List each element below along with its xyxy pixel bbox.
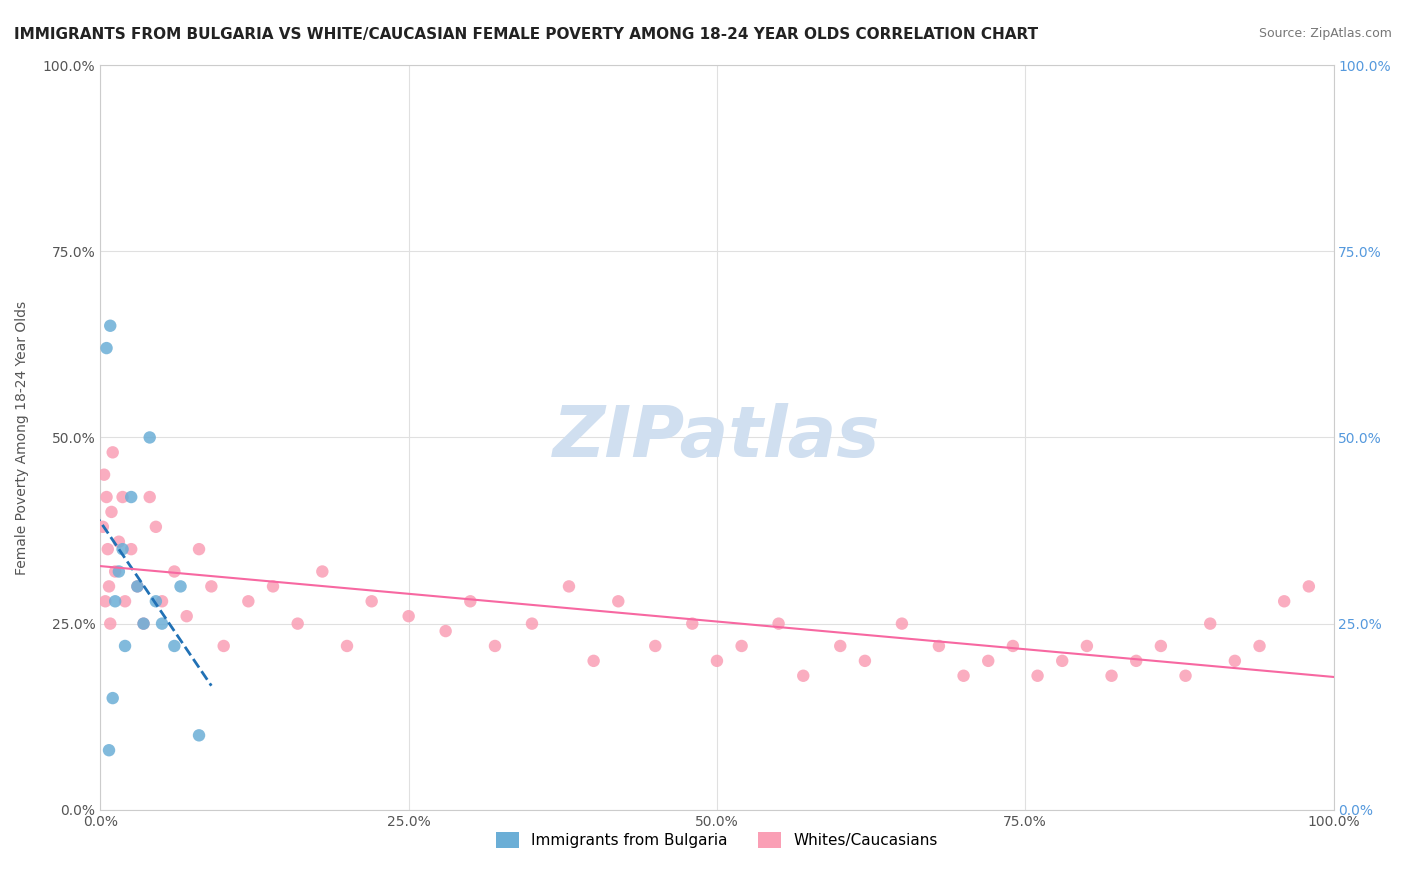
Point bbox=[681, 616, 703, 631]
Point bbox=[434, 624, 457, 638]
Point bbox=[163, 639, 186, 653]
Point bbox=[520, 616, 543, 631]
Text: IMMIGRANTS FROM BULGARIA VS WHITE/CAUCASIAN FEMALE POVERTY AMONG 18-24 YEAR OLDS: IMMIGRANTS FROM BULGARIA VS WHITE/CAUCAS… bbox=[14, 27, 1038, 42]
Point bbox=[98, 743, 121, 757]
Point bbox=[460, 594, 482, 608]
Point bbox=[100, 505, 122, 519]
Point bbox=[101, 691, 124, 706]
Point bbox=[644, 639, 666, 653]
Point bbox=[792, 669, 814, 683]
Point bbox=[138, 490, 160, 504]
Point bbox=[1223, 654, 1246, 668]
Point bbox=[104, 594, 127, 608]
Point bbox=[91, 520, 114, 534]
Point bbox=[145, 594, 167, 608]
Point bbox=[94, 594, 117, 608]
Point bbox=[238, 594, 260, 608]
Point bbox=[607, 594, 630, 608]
Point bbox=[169, 579, 191, 593]
Point bbox=[111, 490, 134, 504]
Point bbox=[558, 579, 581, 593]
Point bbox=[311, 565, 333, 579]
Point bbox=[96, 490, 118, 504]
Point bbox=[977, 654, 1000, 668]
Point bbox=[287, 616, 309, 631]
Point bbox=[101, 445, 124, 459]
Point bbox=[582, 654, 605, 668]
Point bbox=[1249, 639, 1271, 653]
Point bbox=[1272, 594, 1295, 608]
Point bbox=[1150, 639, 1173, 653]
Point bbox=[132, 616, 155, 631]
Point bbox=[1076, 639, 1098, 653]
Point bbox=[108, 534, 131, 549]
Point bbox=[176, 609, 198, 624]
Text: ZIPatlas: ZIPatlas bbox=[553, 403, 880, 472]
Point bbox=[93, 467, 115, 482]
Point bbox=[127, 579, 149, 593]
Point bbox=[730, 639, 752, 653]
Point bbox=[853, 654, 876, 668]
Point bbox=[114, 594, 136, 608]
Point bbox=[952, 669, 974, 683]
Point bbox=[830, 639, 852, 653]
Point bbox=[262, 579, 284, 593]
Point bbox=[150, 616, 173, 631]
Point bbox=[360, 594, 382, 608]
Point bbox=[104, 565, 127, 579]
Legend: Immigrants from Bulgaria, Whites/Caucasians: Immigrants from Bulgaria, Whites/Caucasi… bbox=[489, 826, 943, 855]
Point bbox=[98, 616, 121, 631]
Point bbox=[127, 579, 149, 593]
Point bbox=[188, 542, 211, 557]
Point bbox=[145, 520, 167, 534]
Point bbox=[1001, 639, 1024, 653]
Point bbox=[163, 565, 186, 579]
Point bbox=[150, 594, 173, 608]
Point bbox=[1174, 669, 1197, 683]
Point bbox=[398, 609, 420, 624]
Point bbox=[114, 639, 136, 653]
Point bbox=[1298, 579, 1320, 593]
Point bbox=[1199, 616, 1222, 631]
Point bbox=[1050, 654, 1073, 668]
Point bbox=[768, 616, 790, 631]
Point bbox=[1026, 669, 1049, 683]
Point bbox=[132, 616, 155, 631]
Point bbox=[212, 639, 235, 653]
Point bbox=[336, 639, 359, 653]
Point bbox=[484, 639, 506, 653]
Point bbox=[200, 579, 222, 593]
Point bbox=[120, 490, 142, 504]
Point bbox=[96, 341, 118, 355]
Point bbox=[138, 430, 160, 444]
Point bbox=[111, 542, 134, 557]
Point bbox=[108, 565, 131, 579]
Point bbox=[1101, 669, 1123, 683]
Point bbox=[1125, 654, 1147, 668]
Y-axis label: Female Poverty Among 18-24 Year Olds: Female Poverty Among 18-24 Year Olds bbox=[15, 301, 30, 574]
Point bbox=[120, 542, 142, 557]
Point bbox=[706, 654, 728, 668]
Point bbox=[188, 728, 211, 742]
Point bbox=[98, 318, 121, 333]
Point bbox=[98, 579, 121, 593]
Point bbox=[928, 639, 950, 653]
Point bbox=[97, 542, 120, 557]
Point bbox=[890, 616, 912, 631]
Text: Source: ZipAtlas.com: Source: ZipAtlas.com bbox=[1258, 27, 1392, 40]
